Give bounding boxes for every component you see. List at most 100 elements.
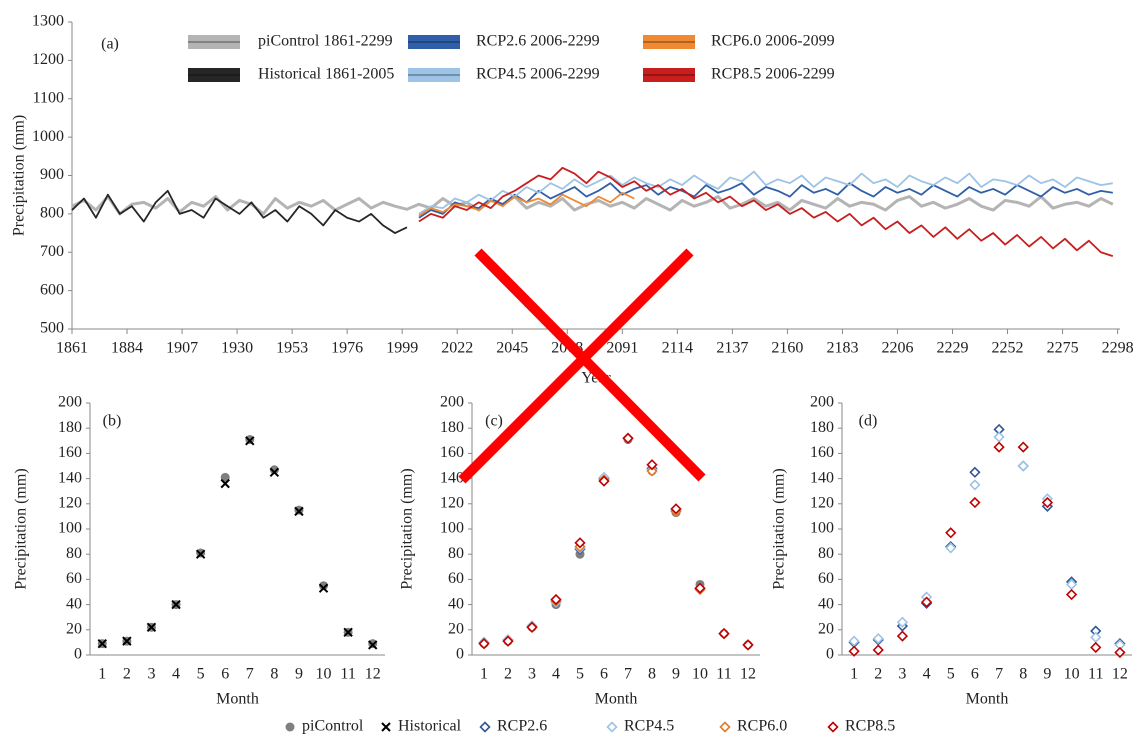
y-tick-label: 200 xyxy=(810,394,834,411)
y-tick-label: 20 xyxy=(448,620,464,637)
point xyxy=(97,638,107,649)
point xyxy=(171,599,181,610)
y-tick-label: 800 xyxy=(40,205,64,222)
y-tick-label: 20 xyxy=(818,620,834,637)
x-tick-label: 10 xyxy=(1064,666,1080,683)
point xyxy=(872,644,884,656)
y-tick-label: 1200 xyxy=(32,51,64,68)
legend-label: RCP4.5 2006-2299 xyxy=(476,66,600,83)
y-tick-label: 160 xyxy=(440,444,464,461)
x-tick-label: 1953 xyxy=(276,340,308,357)
legend-marker xyxy=(285,722,295,732)
point xyxy=(1114,646,1126,659)
y-axis-title: Precipitation (mm) xyxy=(399,468,416,589)
legend-marker xyxy=(827,721,839,733)
point xyxy=(646,465,658,477)
y-tick-label: 160 xyxy=(810,444,834,461)
x-tick-label: 2 xyxy=(874,666,882,683)
point xyxy=(872,632,884,645)
point xyxy=(318,583,329,593)
point xyxy=(343,627,353,638)
x-tick-label: 6 xyxy=(971,666,979,683)
y-tick-label: 60 xyxy=(66,570,82,587)
y-tick-label: 40 xyxy=(818,595,834,612)
legend-label: RCP2.6 2006-2299 xyxy=(476,33,600,50)
y-tick-label: 120 xyxy=(440,494,464,511)
point xyxy=(993,441,1005,453)
point xyxy=(478,638,490,650)
x-tick-label: 1 xyxy=(98,666,106,683)
y-tick-label: 0 xyxy=(826,646,834,663)
x-tick-label: 2 xyxy=(123,666,131,683)
point xyxy=(195,549,206,559)
x-tick-label: 2298 xyxy=(1102,340,1134,357)
legend-label: piControl xyxy=(302,718,364,735)
y-tick-label: 60 xyxy=(448,570,464,587)
x-axis-title: Month xyxy=(216,691,259,708)
x-tick-label: 7 xyxy=(246,666,254,683)
cross-overlay xyxy=(458,248,706,484)
point xyxy=(1041,496,1054,509)
legend-label: Historical 1861-2005 xyxy=(258,66,394,83)
point xyxy=(622,432,634,444)
x-tick-label: 2229 xyxy=(937,340,969,357)
y-tick-label: 140 xyxy=(810,469,834,486)
panel-label: (a) xyxy=(101,36,119,53)
y-tick-label: 500 xyxy=(40,320,64,337)
y-tick-label: 100 xyxy=(810,520,834,537)
cross-stroke xyxy=(458,248,694,484)
cross-stroke xyxy=(474,248,706,482)
legend-label: RCP6.0 xyxy=(737,718,787,735)
x-tick-label: 1976 xyxy=(331,340,363,357)
x-tick-label: 1999 xyxy=(386,340,418,357)
x-tick-label: 7 xyxy=(624,666,632,683)
x-tick-label: 9 xyxy=(1043,666,1051,683)
legend-marker xyxy=(719,721,731,733)
x-tick-label: 10 xyxy=(692,666,708,683)
x-tick-label: 2206 xyxy=(881,340,913,357)
y-tick-label: 0 xyxy=(74,646,82,663)
legend-label: piControl 1861-2299 xyxy=(258,33,393,50)
point xyxy=(368,640,378,650)
point xyxy=(146,622,157,632)
x-tick-label: 4 xyxy=(552,666,560,683)
x-tick-label: 3 xyxy=(147,666,155,683)
x-tick-label: 2091 xyxy=(606,340,638,357)
x-tick-label: 1 xyxy=(480,666,488,683)
y-tick-label: 120 xyxy=(58,494,82,511)
legend-marker xyxy=(606,721,618,733)
point xyxy=(1090,641,1102,654)
point xyxy=(526,621,538,633)
y-tick-label: 120 xyxy=(810,494,834,511)
y-tick-label: 200 xyxy=(58,394,82,411)
point xyxy=(502,635,514,647)
panel-label: (d) xyxy=(859,413,878,430)
series-line xyxy=(418,191,635,217)
point xyxy=(319,581,329,591)
y-tick-label: 40 xyxy=(66,595,82,612)
y-tick-label: 0 xyxy=(456,646,464,663)
point xyxy=(848,645,860,657)
legend-label: RCP4.5 xyxy=(624,718,674,735)
x-tick-label: 2160 xyxy=(771,340,803,357)
legend-label: RCP8.5 2006-2299 xyxy=(711,66,835,83)
y-tick-label: 80 xyxy=(66,545,82,562)
y-tick-label: 140 xyxy=(58,469,82,486)
y-tick-label: 1300 xyxy=(32,13,64,30)
legend-marker xyxy=(381,722,391,732)
point xyxy=(896,630,909,642)
x-tick-label: 9 xyxy=(672,666,680,683)
x-tick-label: 8 xyxy=(648,666,656,683)
point xyxy=(920,596,933,608)
x-tick-label: 6 xyxy=(221,666,229,683)
point xyxy=(993,431,1005,443)
y-tick-label: 140 xyxy=(440,469,464,486)
point xyxy=(245,436,255,446)
y-tick-label: 180 xyxy=(810,419,834,436)
point xyxy=(1017,441,1029,453)
series-line xyxy=(71,195,1114,216)
x-tick-label: 3 xyxy=(898,666,906,683)
series-line xyxy=(71,189,408,234)
point xyxy=(122,636,132,646)
point xyxy=(969,466,981,478)
